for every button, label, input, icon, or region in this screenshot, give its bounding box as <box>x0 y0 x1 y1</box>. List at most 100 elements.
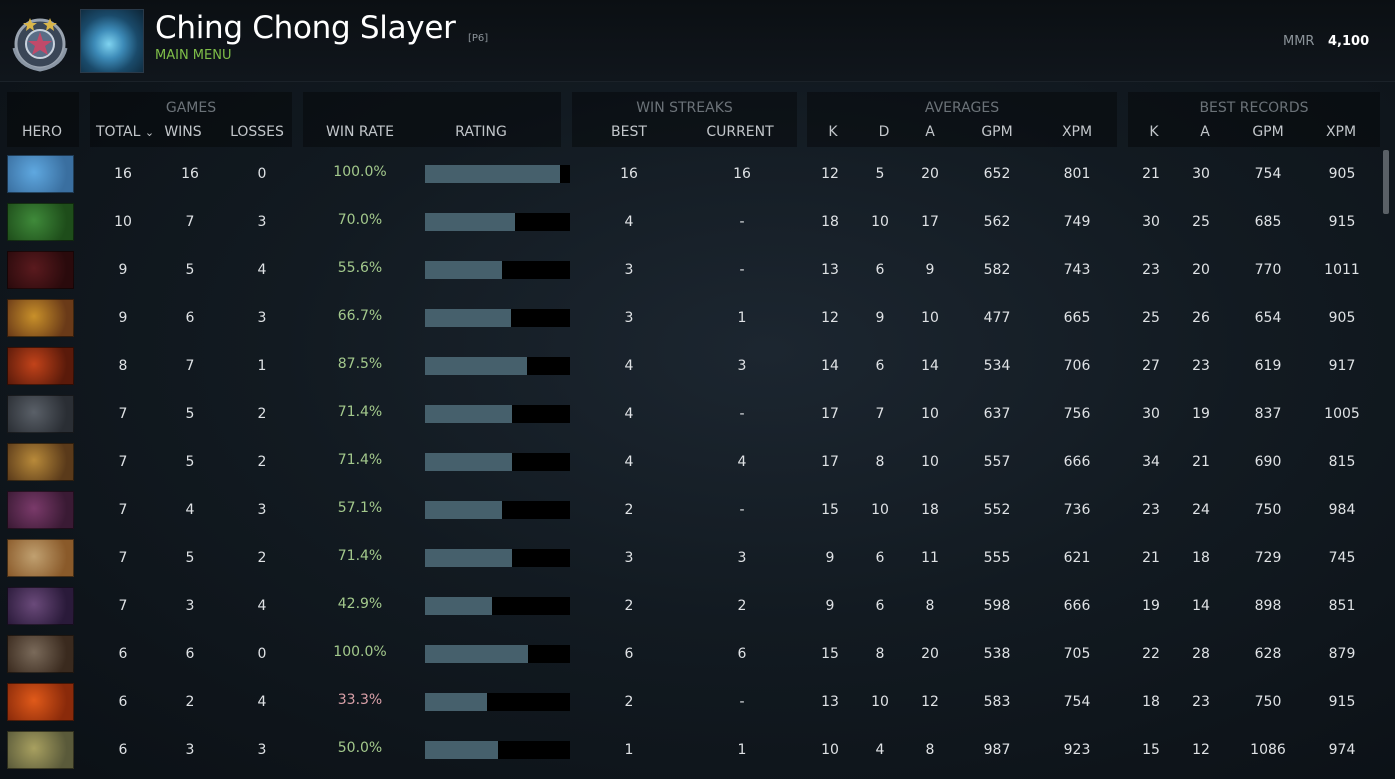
table-row[interactable]: 9 5 4 3 - 13 6 9 582 743 23 20 770 1011 55.6% <box>0 246 1380 294</box>
row-best-streak: 2 <box>624 502 634 518</box>
row-avg-xpm: 666 <box>1063 598 1091 614</box>
col-avg-kills[interactable]: K <box>828 124 838 140</box>
col-losses[interactable]: LOSSES <box>230 124 284 140</box>
rating-bar-fill <box>425 597 492 615</box>
row-avg-gpm: 534 <box>983 358 1011 374</box>
table-row[interactable]: 6 2 4 2 - 13 10 12 583 754 18 23 750 915 33.3% <box>0 678 1380 726</box>
row-current-streak: 6 <box>737 646 747 662</box>
row-avg-gpm: 582 <box>983 262 1011 278</box>
table-row[interactable]: 6 6 0 6 6 15 8 20 538 705 22 28 628 879 100.0% <box>0 630 1380 678</box>
row-current-streak: - <box>739 262 745 278</box>
row-wins: 4 <box>185 502 195 518</box>
row-best-kills: 21 <box>1142 550 1160 566</box>
col-hero[interactable]: HERO <box>21 124 63 140</box>
profile-header: Ching Chong Slayer [P6] MAIN MENU MMR 4,… <box>0 0 1395 82</box>
rating-bar-fill <box>425 453 512 471</box>
row-best-streak: 1 <box>624 742 634 758</box>
hero-anti-mage-icon[interactable] <box>7 587 74 625</box>
table-row[interactable]: 7 3 4 2 2 9 6 8 598 666 19 14 898 851 42.9% <box>0 582 1380 630</box>
row-avg-deaths: 7 <box>875 406 885 422</box>
table-row[interactable]: 7 5 2 4 - 17 7 10 637 756 30 19 837 1005 71.4% <box>0 390 1380 438</box>
col-best-assists[interactable]: A <box>1200 124 1210 140</box>
row-best-gpm: 1086 <box>1250 742 1286 758</box>
table-row[interactable]: 7 5 2 4 4 17 8 10 557 666 34 21 690 815 71.4% <box>0 438 1380 486</box>
hero-ember-spirit-icon[interactable] <box>7 347 74 385</box>
row-total: 7 <box>118 454 128 470</box>
row-avg-assists: 18 <box>921 502 939 518</box>
row-avg-gpm: 562 <box>983 214 1011 230</box>
hero-dark-seer-icon[interactable] <box>7 491 74 529</box>
hero-puck-icon[interactable] <box>7 155 74 193</box>
row-avg-deaths: 8 <box>875 646 885 662</box>
col-current-streak[interactable]: CURRENT <box>706 124 774 140</box>
col-best-kills[interactable]: K <box>1149 124 1159 140</box>
row-best-gpm: 654 <box>1254 310 1282 326</box>
rating-bar-fill <box>425 549 512 567</box>
player-avatar[interactable] <box>80 9 144 73</box>
col-avg-xpm[interactable]: XPM <box>1061 124 1093 140</box>
hero-column-panel <box>7 92 79 147</box>
hero-venomancer-icon[interactable] <box>7 203 74 241</box>
table-row[interactable]: 9 6 3 3 1 12 9 10 477 665 25 26 654 905 66.7% <box>0 294 1380 342</box>
row-win-rate: 70.0% <box>337 212 383 228</box>
table-row[interactable]: 7 5 2 3 3 9 6 11 555 621 21 18 729 745 71.4% <box>0 534 1380 582</box>
table-scrollbar[interactable] <box>1383 150 1389 214</box>
hero-alchemist-icon[interactable] <box>7 731 74 769</box>
hero-lina-icon[interactable] <box>7 683 74 721</box>
table-row[interactable]: 7 4 3 2 - 15 10 18 552 736 23 24 750 984 57.1% <box>0 486 1380 534</box>
hero-brewmaster-icon[interactable] <box>7 635 74 673</box>
row-losses: 2 <box>257 550 267 566</box>
row-losses: 0 <box>257 646 267 662</box>
table-row[interactable]: 8 7 1 4 3 14 6 14 534 706 27 23 619 917 87.5% <box>0 342 1380 390</box>
row-avg-kills: 13 <box>821 262 839 278</box>
row-best-kills: 34 <box>1142 454 1160 470</box>
row-wins: 6 <box>185 646 195 662</box>
hero-ursa-icon[interactable] <box>7 395 74 433</box>
row-avg-kills: 17 <box>821 406 839 422</box>
hero-dragon-knight-icon[interactable] <box>7 299 74 337</box>
row-best-xpm: 745 <box>1328 550 1356 566</box>
row-wins: 3 <box>185 742 195 758</box>
row-best-assists: 25 <box>1192 214 1210 230</box>
row-avg-xpm: 666 <box>1063 454 1091 470</box>
col-win-rate[interactable]: WIN RATE <box>326 124 394 140</box>
col-rating[interactable]: RATING <box>455 124 507 140</box>
row-total: 7 <box>118 550 128 566</box>
col-wins[interactable]: WINS <box>164 124 202 140</box>
row-total: 6 <box>118 646 128 662</box>
col-best-xpm[interactable]: XPM <box>1325 124 1357 140</box>
row-best-gpm: 898 <box>1254 598 1282 614</box>
hero-monkey-king-icon[interactable] <box>7 443 74 481</box>
rating-bar <box>425 405 570 423</box>
row-best-assists: 24 <box>1192 502 1210 518</box>
col-best-streak[interactable]: BEST <box>611 124 647 140</box>
row-losses: 3 <box>257 742 267 758</box>
row-total: 8 <box>118 358 128 374</box>
row-total: 7 <box>118 598 128 614</box>
row-total: 10 <box>114 214 132 230</box>
col-avg-assists[interactable]: A <box>925 124 935 140</box>
table-row[interactable]: 6 3 3 1 1 10 4 8 987 923 15 12 1086 974 50.0% <box>0 726 1380 774</box>
hero-shadow-demon-icon[interactable] <box>7 251 74 289</box>
col-best-gpm[interactable]: GPM <box>1252 124 1284 140</box>
row-avg-kills: 9 <box>825 598 835 614</box>
row-current-streak: 1 <box>737 742 747 758</box>
rating-bar <box>425 357 570 375</box>
row-losses: 3 <box>257 214 267 230</box>
rating-bar <box>425 309 570 327</box>
col-total[interactable]: TOTAL ⌄ <box>93 124 157 140</box>
col-avg-deaths[interactable]: D <box>878 124 890 140</box>
row-avg-deaths: 5 <box>875 166 885 182</box>
table-row[interactable]: 10 7 3 4 - 18 10 17 562 749 30 25 685 915 70.0% <box>0 198 1380 246</box>
row-avg-xpm: 621 <box>1063 550 1091 566</box>
row-avg-assists: 8 <box>925 742 935 758</box>
row-best-kills: 27 <box>1142 358 1160 374</box>
row-best-xpm: 851 <box>1328 598 1356 614</box>
table-row[interactable]: 16 16 0 16 16 12 5 20 652 801 21 30 754 905 100.0% <box>0 150 1380 198</box>
hero-batrider-icon[interactable] <box>7 539 74 577</box>
row-best-streak: 3 <box>624 550 634 566</box>
main-menu-link[interactable]: MAIN MENU <box>155 48 232 63</box>
col-avg-gpm[interactable]: GPM <box>981 124 1013 140</box>
row-total: 6 <box>118 742 128 758</box>
row-best-gpm: 750 <box>1254 694 1282 710</box>
